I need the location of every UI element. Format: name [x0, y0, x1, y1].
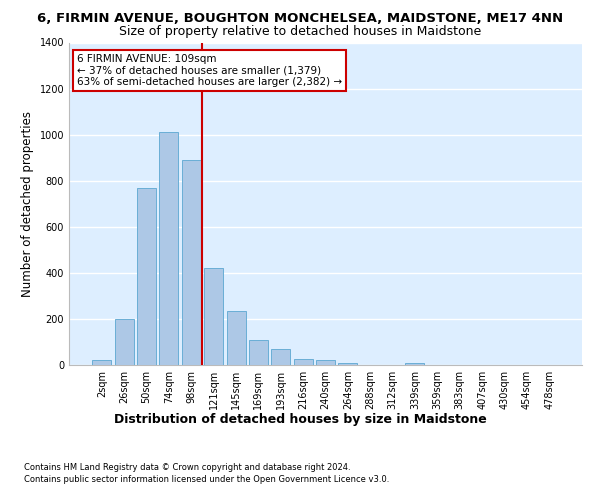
Bar [182, 160, 201, 365]
Bar [249, 340, 268, 365]
Bar [227, 311, 245, 365]
Bar [137, 188, 156, 365]
Bar [271, 349, 290, 365]
Text: Size of property relative to detached houses in Maidstone: Size of property relative to detached ho… [119, 25, 481, 38]
Bar [115, 319, 134, 365]
Bar [406, 362, 424, 365]
Bar [293, 359, 313, 365]
Bar [160, 132, 178, 365]
Text: Distribution of detached houses by size in Maidstone: Distribution of detached houses by size … [113, 412, 487, 426]
Text: 6 FIRMIN AVENUE: 109sqm
← 37% of detached houses are smaller (1,379)
63% of semi: 6 FIRMIN AVENUE: 109sqm ← 37% of detache… [77, 54, 342, 87]
Bar [204, 268, 223, 365]
Y-axis label: Number of detached properties: Number of detached properties [21, 111, 34, 296]
Bar [316, 360, 335, 365]
Bar [92, 360, 112, 365]
Text: Contains HM Land Registry data © Crown copyright and database right 2024.: Contains HM Land Registry data © Crown c… [24, 462, 350, 471]
Bar [338, 362, 358, 365]
Text: Contains public sector information licensed under the Open Government Licence v3: Contains public sector information licen… [24, 475, 389, 484]
Text: 6, FIRMIN AVENUE, BOUGHTON MONCHELSEA, MAIDSTONE, ME17 4NN: 6, FIRMIN AVENUE, BOUGHTON MONCHELSEA, M… [37, 12, 563, 26]
